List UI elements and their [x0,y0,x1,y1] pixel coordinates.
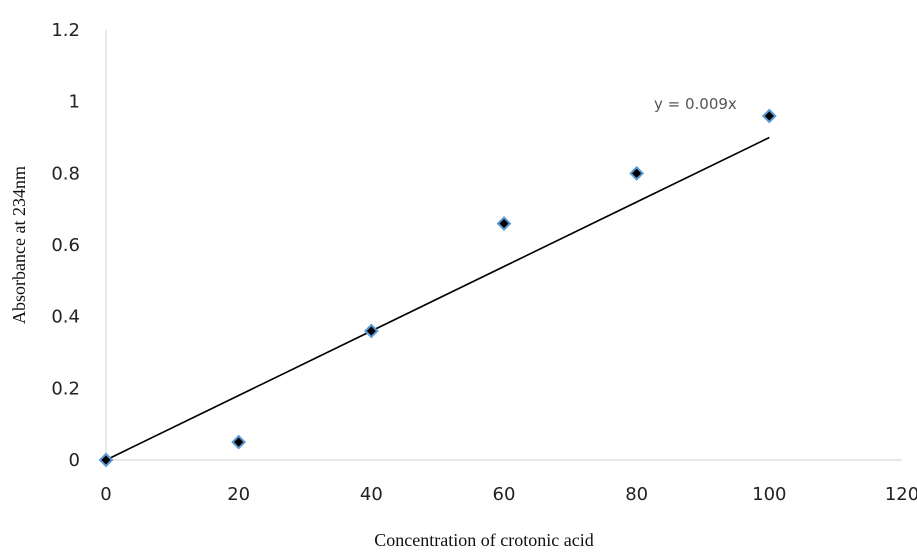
y-axis-title: Absorbance at 234nm [9,166,29,324]
data-point [98,452,114,468]
y-tick-label: 0 [69,450,80,471]
data-points [98,108,777,468]
y-tick-label: 0.2 [51,378,80,399]
x-tick-labels: 0 20 40 60 80 100 120 [100,484,917,505]
x-tick-label: 100 [752,484,786,505]
data-point [761,108,777,124]
plot-area [105,30,902,461]
trendline [105,136,770,461]
x-tick-label: 80 [625,484,648,505]
y-tick-label: 1.2 [51,20,80,41]
y-tick-label: 0.4 [51,307,80,328]
data-point [629,165,645,181]
x-tick-label: 0 [100,484,111,505]
data-point [363,323,379,339]
y-tick-label: 0.8 [51,163,80,184]
x-axis-title: Concentration of crotonic acid [374,530,593,550]
x-tick-label: 60 [493,484,516,505]
y-tick-label: 1 [69,92,80,113]
x-tick-label: 20 [227,484,250,505]
trendline-equation-label: y = 0.009x [654,95,737,113]
y-tick-label: 0.6 [51,235,80,256]
data-point [496,216,512,231]
y-tick-labels: 0 0.2 0.4 0.6 0.8 1 1.2 [51,20,80,471]
x-tick-label: 120 [885,484,917,505]
x-tick-label: 40 [360,484,383,505]
data-point [231,434,247,450]
